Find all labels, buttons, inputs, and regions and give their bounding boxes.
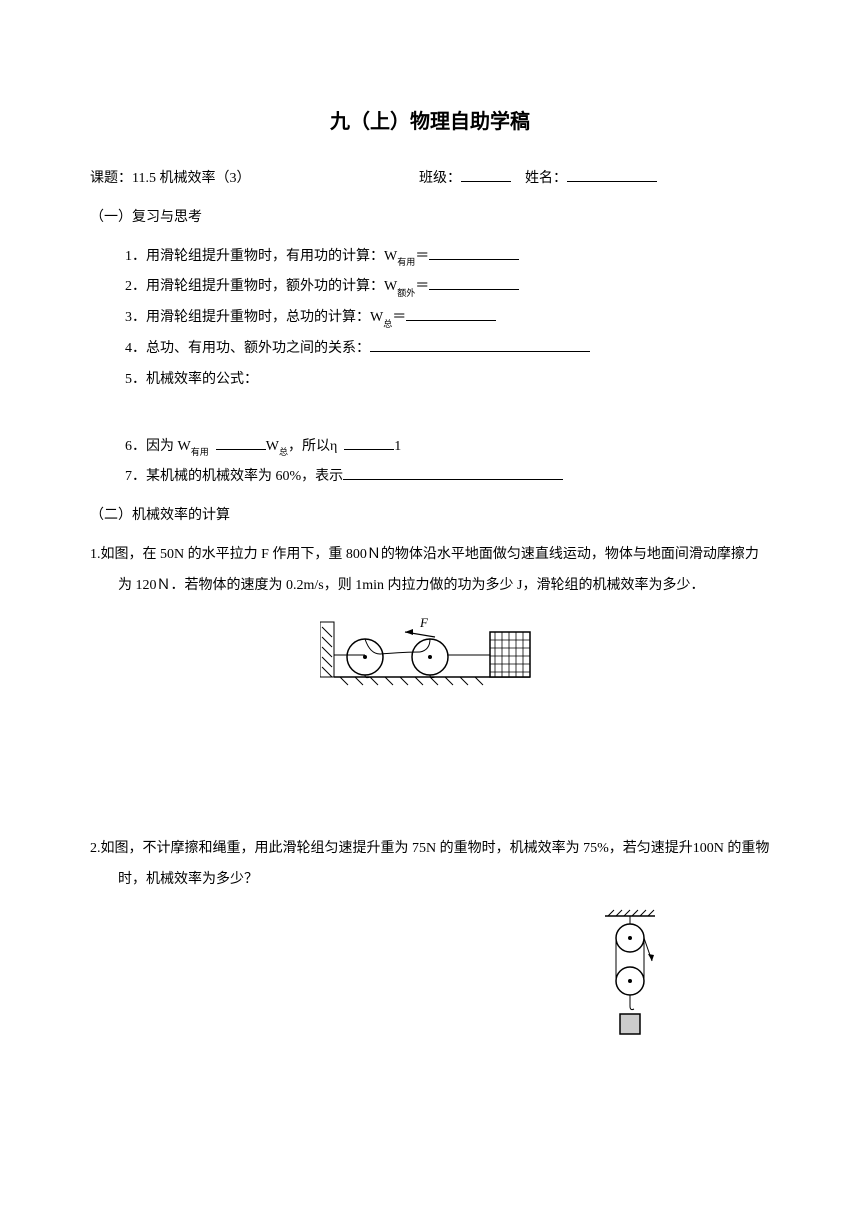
s1-q3-text: 3．用滑轮组提升重物时，总功的计算：W bbox=[125, 310, 383, 325]
s1-q2-blank bbox=[429, 276, 519, 290]
s1-q6-b: W bbox=[266, 439, 279, 454]
s1-q6-sub2: 总 bbox=[279, 447, 288, 457]
name-blank bbox=[567, 168, 657, 182]
s1-q6: 6．因为 W有用 W总，所以η 1 bbox=[90, 432, 770, 463]
s1-q2: 2．用滑轮组提升重物时，额外功的计算：W额外＝ bbox=[90, 272, 770, 303]
s1-q2-sub: 额外 bbox=[397, 288, 415, 298]
s1-q1-eq: ＝ bbox=[415, 249, 429, 264]
diagram1-container: F bbox=[90, 612, 770, 705]
s2-q1: 1.如图，在 50N 的水平拉力 F 作用下，重 800Ｎ的物体沿水平地面做匀速… bbox=[90, 540, 770, 602]
s1-q3-sub: 总 bbox=[383, 319, 392, 329]
s1-q2-text: 2．用滑轮组提升重物时，额外功的计算：W bbox=[125, 279, 397, 294]
s1-q6-a: 6．因为 W bbox=[125, 439, 191, 454]
s1-q4-text: 4．总功、有用功、额外功之间的关系： bbox=[125, 341, 370, 356]
s1-q7-text: 7．某机械的机械效率为 60%，表示 bbox=[125, 469, 343, 484]
class-blank bbox=[461, 168, 511, 182]
s1-q6-sub1: 有用 bbox=[191, 447, 209, 457]
s1-q3-eq: ＝ bbox=[392, 310, 406, 325]
s1-q7: 7．某机械的机械效率为 60%，表示 bbox=[90, 462, 770, 493]
s1-q3-blank bbox=[406, 307, 496, 321]
topic-value: 11.5 机械效率（3） bbox=[132, 171, 250, 186]
name-label: 姓名： bbox=[525, 171, 567, 186]
s1-q1-sub: 有用 bbox=[397, 257, 415, 267]
topic-field: 课题：11.5 机械效率（3） bbox=[90, 164, 250, 195]
student-fields: 班级： 姓名： bbox=[419, 164, 657, 195]
s1-q1-text: 1．用滑轮组提升重物时，有用功的计算：W bbox=[125, 249, 397, 264]
spacer bbox=[90, 714, 770, 834]
s2-q2: 2.如图，不计摩擦和绳重，用此滑轮组匀速提升重为 75N 的重物时，机械效率为 … bbox=[90, 834, 770, 896]
s1-q6-c: ，所以η bbox=[288, 439, 337, 454]
s1-q6-blank1 bbox=[216, 436, 266, 450]
page-title: 九（上）物理自助学稿 bbox=[90, 100, 770, 144]
s1-q6-d: 1 bbox=[394, 439, 401, 454]
s1-q6-blank2 bbox=[344, 436, 394, 450]
force-label: F bbox=[419, 615, 429, 630]
s1-q7-blank bbox=[343, 466, 563, 480]
s1-q5: 5．机械效率的公式： bbox=[90, 365, 770, 396]
header-row: 课题：11.5 机械效率（3） 班级： 姓名： bbox=[90, 164, 770, 195]
s1-q1-blank bbox=[429, 246, 519, 260]
spacer bbox=[90, 396, 770, 432]
s1-q4-blank bbox=[370, 338, 590, 352]
s1-q3: 3．用滑轮组提升重物时，总功的计算：W总＝ bbox=[90, 303, 770, 334]
diagram2-container bbox=[90, 906, 770, 1059]
pulley-horizontal-diagram: F bbox=[320, 612, 540, 692]
section1-heading: （一）复习与思考 bbox=[90, 203, 770, 234]
section2-heading: （二）机械效率的计算 bbox=[90, 501, 770, 532]
pulley-vertical-diagram bbox=[600, 906, 670, 1046]
s1-q2-eq: ＝ bbox=[415, 279, 429, 294]
class-label: 班级： bbox=[419, 171, 461, 186]
topic-label: 课题： bbox=[90, 171, 132, 186]
s1-q4: 4．总功、有用功、额外功之间的关系： bbox=[90, 334, 770, 365]
s1-q1: 1．用滑轮组提升重物时，有用功的计算：W有用＝ bbox=[90, 242, 770, 273]
